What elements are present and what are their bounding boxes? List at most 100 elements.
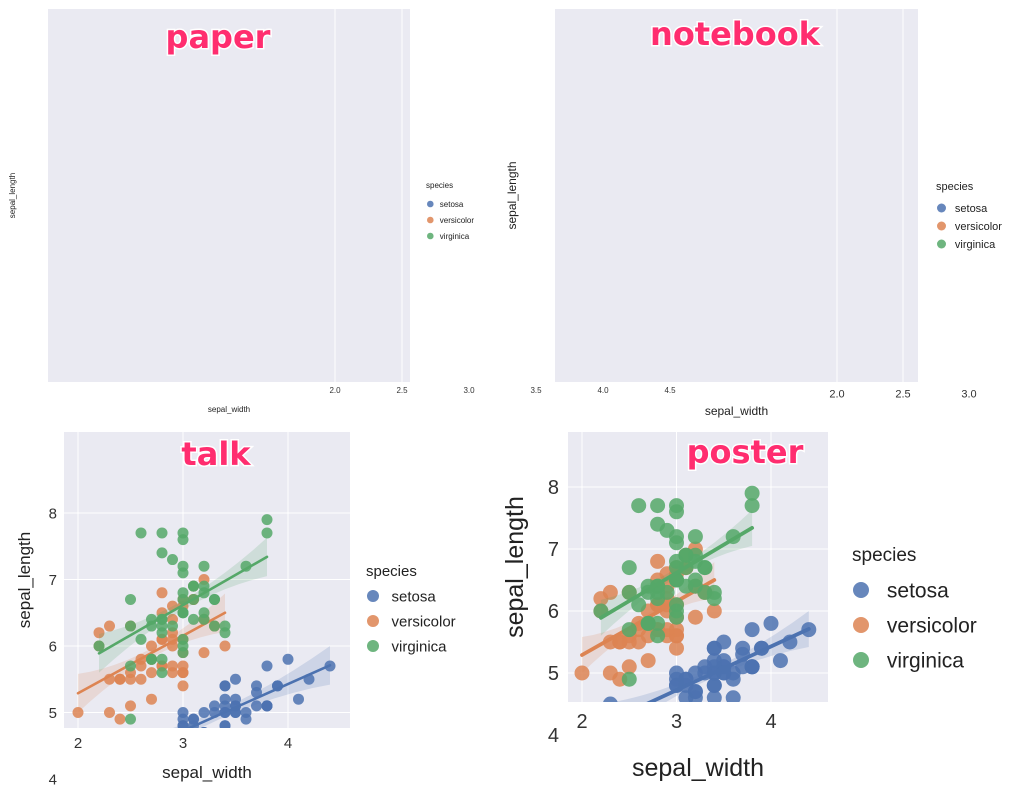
legend-label-versicolor: versicolor [392,613,456,630]
versicolor-point [177,660,189,672]
legend-marker-setosa [937,203,946,213]
setosa-point [688,703,703,718]
chart-panel-poster: 2 3 4 4 5 6 7 8 sepal_width sepal_length species se… [501,432,977,783]
virginica-point [188,613,199,625]
setosa-point [251,700,262,712]
versicolor-point [146,693,157,705]
x-axis-label: sepal_width [162,763,252,782]
setosa-point [261,660,273,672]
virginica-point [177,647,189,659]
virginica-point [706,591,722,607]
virginica-point [198,613,210,625]
versicolor-point [602,584,618,600]
virginica-point [261,527,273,539]
legend-marker-setosa [427,200,434,208]
y-tick-label: 5 [548,663,559,685]
context-banner-paper: paper [166,18,271,56]
setosa-point [167,747,178,758]
versicolor-point [114,673,126,685]
versicolor-point [72,707,84,718]
y-tick-label: 6 [548,601,559,623]
virginica-point [125,593,136,605]
setosa-point [603,696,618,702]
virginica-point [135,527,147,539]
x-tick-label: 3.0 [463,386,475,395]
virginica-point [669,529,684,545]
setosa-point [200,726,208,728]
setosa-point [104,740,115,751]
plot-content [574,485,817,718]
x-tick-label: 4 [284,735,292,752]
virginica-point [177,560,189,572]
versicolor-point [640,653,656,669]
legend-marker-versicolor [367,615,379,627]
x-tick-label: 4.5 [664,386,676,395]
virginica-point [744,498,760,514]
x-tick-label: 2 [74,735,82,752]
versicolor-point [687,609,703,625]
virginica-point [125,660,136,672]
versicolor-point [93,627,105,639]
versicolor-point [104,620,115,632]
versicolor-point [706,603,722,619]
plot-area [555,9,918,382]
virginica-point [167,554,178,566]
plot-area [48,9,410,382]
y-tick-label: 4 [548,725,559,747]
virginica-point [621,671,637,687]
legend: species setosa versicolor virginica [426,181,474,241]
x-tick-label: 2 [576,711,587,733]
setosa-point [188,734,199,745]
setosa-point [772,653,788,669]
legend-marker-virginica [853,652,869,668]
setosa-point [230,673,241,685]
versicolor-point [125,700,136,712]
x-tick-label: 3.5 [530,386,542,395]
legend-label-setosa: setosa [887,579,949,602]
x-tick-label: 3.0 [961,388,976,400]
x-axis-label: sepal_width [632,754,764,782]
y-tick-label: 6 [49,638,57,655]
plot-content [72,514,336,758]
versicolor-point [125,673,136,685]
x-tick-label: 2.0 [329,386,341,395]
legend-marker-versicolor [853,617,869,633]
setosa-point [261,700,273,712]
virginica-point [687,529,703,545]
virginica-point [650,584,666,600]
virginica-point [177,607,189,619]
versicolor-point [602,665,618,681]
y-tick-label: 7 [548,539,559,561]
virginica-point [631,498,647,514]
y-tick-label: 8 [49,505,57,522]
y-axis-label: sepal_length [505,161,519,229]
setosa-point [687,690,703,702]
virginica-point [156,527,168,539]
legend-label-virginica: virginica [887,649,964,672]
setosa-point [706,677,722,693]
setosa-point [763,615,779,631]
setosa-point [706,690,722,702]
virginica-point [156,620,168,632]
x-tick-label: 2.0 [829,388,844,400]
virginica-point [744,485,760,501]
legend-label-setosa: setosa [440,200,464,209]
legend-label-virginica: virginica [440,232,470,241]
setosa-point [230,693,241,705]
chart-panel-paper: 2.02.53.03.54.04.54.04.55.05.56.06.57.07… [8,9,676,414]
virginica-point [650,516,666,532]
legend-marker-virginica [367,640,379,652]
virginica-point [156,667,168,679]
virginica-point [669,498,684,514]
versicolor-point [669,640,684,656]
x-axis-label: sepal_width [705,404,768,418]
setosa-point [240,713,252,725]
virginica-point [621,584,637,600]
legend-label-versicolor: versicolor [887,614,977,637]
versicolor-point [574,665,590,681]
setosa-confidence-band [172,646,330,728]
versicolor-point [219,640,231,652]
virginica-point [621,622,637,638]
virginica-point [125,713,136,725]
